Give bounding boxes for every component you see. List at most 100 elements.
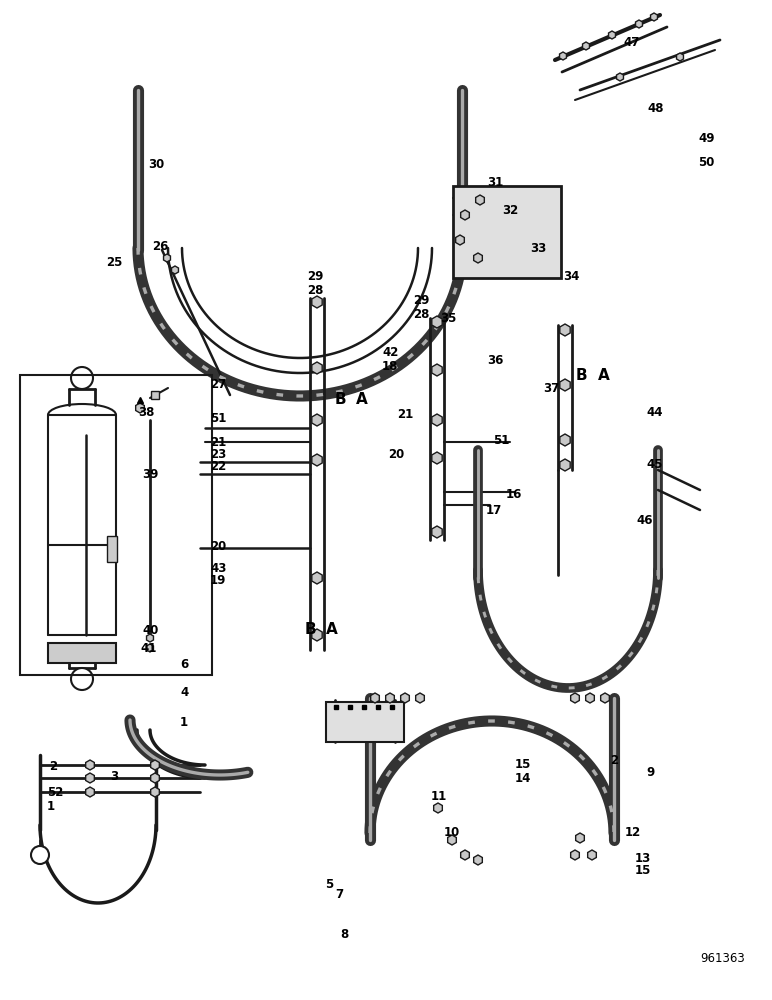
Text: 35: 35	[440, 312, 456, 324]
Text: 40: 40	[142, 624, 158, 637]
Text: 46: 46	[636, 514, 652, 526]
Text: 28: 28	[413, 308, 429, 320]
Text: 2: 2	[610, 754, 618, 768]
Text: 28: 28	[307, 284, 323, 298]
Text: 29: 29	[413, 294, 429, 306]
Text: 22: 22	[210, 460, 226, 474]
Text: 10: 10	[444, 826, 460, 840]
Text: 9: 9	[646, 766, 654, 780]
Text: 45: 45	[646, 458, 662, 471]
Text: 27: 27	[210, 378, 226, 391]
Text: 48: 48	[647, 102, 663, 114]
Polygon shape	[312, 572, 322, 584]
Polygon shape	[560, 324, 571, 336]
Text: 20: 20	[388, 448, 405, 462]
Polygon shape	[136, 403, 144, 413]
Polygon shape	[461, 210, 469, 220]
Text: 51: 51	[210, 412, 226, 424]
Polygon shape	[476, 195, 484, 205]
Polygon shape	[312, 362, 322, 374]
Text: 4: 4	[180, 686, 188, 698]
Text: 21: 21	[397, 408, 413, 422]
Polygon shape	[151, 773, 159, 783]
Text: 16: 16	[506, 488, 523, 500]
Polygon shape	[432, 364, 442, 376]
Text: 5: 5	[325, 878, 334, 890]
Polygon shape	[86, 773, 94, 783]
Polygon shape	[147, 634, 154, 642]
Text: 19: 19	[210, 574, 226, 587]
Text: 18: 18	[382, 360, 398, 373]
Text: 31: 31	[487, 176, 503, 190]
Text: B: B	[335, 392, 347, 408]
Polygon shape	[474, 253, 482, 263]
Text: 8: 8	[340, 928, 348, 942]
Bar	[453, 186, 561, 278]
Text: 15: 15	[515, 758, 531, 772]
Text: 1: 1	[180, 716, 188, 728]
Bar	[48, 643, 116, 663]
Polygon shape	[571, 693, 579, 703]
Bar	[326, 702, 404, 742]
Polygon shape	[312, 629, 322, 641]
Polygon shape	[432, 452, 442, 464]
Text: 11: 11	[431, 790, 447, 802]
Text: 50: 50	[698, 155, 714, 168]
Polygon shape	[601, 693, 609, 703]
Text: 29: 29	[307, 270, 323, 284]
Text: 15: 15	[635, 864, 652, 878]
Polygon shape	[474, 855, 482, 865]
Polygon shape	[432, 414, 442, 426]
Polygon shape	[448, 835, 456, 845]
Text: 961363: 961363	[700, 952, 745, 964]
Polygon shape	[171, 266, 178, 274]
Text: 21: 21	[210, 436, 226, 448]
Polygon shape	[617, 73, 624, 81]
Polygon shape	[608, 31, 615, 39]
Text: 1: 1	[47, 800, 55, 814]
Polygon shape	[560, 459, 571, 471]
Text: 20: 20	[210, 540, 226, 552]
Text: 17: 17	[486, 504, 503, 516]
Text: 52: 52	[47, 786, 63, 800]
Polygon shape	[86, 760, 94, 770]
Text: 33: 33	[530, 241, 547, 254]
Text: 49: 49	[698, 131, 715, 144]
Polygon shape	[147, 644, 154, 652]
Text: 23: 23	[210, 448, 226, 460]
Polygon shape	[635, 20, 642, 28]
Circle shape	[71, 367, 93, 389]
Text: A: A	[356, 392, 367, 408]
Polygon shape	[151, 760, 159, 770]
Bar	[151, 391, 159, 399]
Polygon shape	[583, 42, 590, 50]
Text: 2: 2	[49, 760, 57, 772]
Polygon shape	[586, 693, 594, 703]
Circle shape	[31, 846, 49, 864]
Text: 51: 51	[493, 434, 510, 448]
Text: 38: 38	[138, 406, 154, 418]
Text: 36: 36	[487, 354, 503, 366]
Polygon shape	[587, 850, 596, 860]
Polygon shape	[86, 787, 94, 797]
Polygon shape	[164, 254, 171, 262]
Text: B: B	[305, 622, 317, 638]
Polygon shape	[386, 693, 394, 703]
Polygon shape	[455, 235, 464, 245]
Text: 43: 43	[210, 562, 226, 574]
Polygon shape	[312, 454, 322, 466]
Text: 42: 42	[382, 346, 398, 359]
Circle shape	[71, 668, 93, 690]
Polygon shape	[651, 13, 658, 21]
Text: 47: 47	[623, 36, 639, 49]
Text: 26: 26	[152, 240, 168, 253]
Polygon shape	[432, 316, 442, 328]
Polygon shape	[415, 693, 425, 703]
Text: 25: 25	[106, 256, 123, 269]
Text: 44: 44	[646, 406, 662, 418]
Text: 41: 41	[140, 642, 157, 654]
Polygon shape	[560, 434, 571, 446]
Text: 37: 37	[543, 381, 559, 394]
Polygon shape	[371, 693, 379, 703]
Text: 6: 6	[180, 658, 188, 672]
